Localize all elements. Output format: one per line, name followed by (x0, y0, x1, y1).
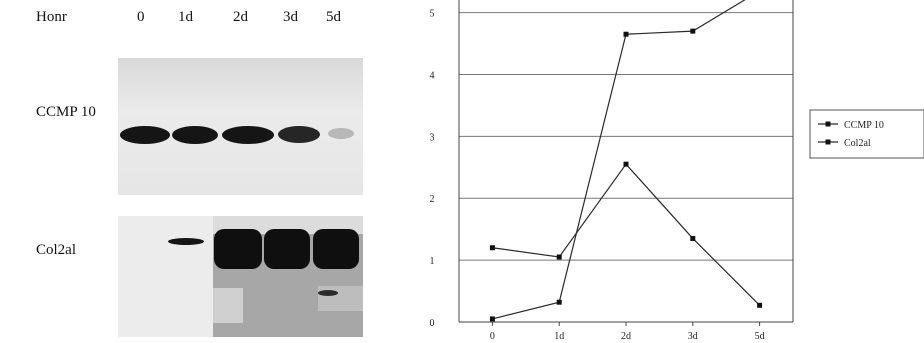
chart-series (489, 0, 763, 322)
chart-axes: 0 1 2 3 4 5 0 1d 2d 3d 5d (430, 0, 794, 342)
data-point (556, 299, 562, 305)
blot-lane-label-0: 0 (137, 9, 145, 25)
data-point (690, 28, 696, 34)
blot-band (313, 229, 359, 269)
y-tick-label: 5 (430, 9, 435, 20)
blot-header-label: Honr (36, 9, 67, 25)
blot-band (120, 126, 170, 144)
legend-marker (825, 139, 831, 145)
blot-band (328, 128, 354, 139)
blot-band (222, 126, 274, 144)
legend-label: CCMP 10 (844, 120, 884, 131)
blot-band (172, 126, 218, 144)
blot-band (214, 229, 262, 269)
chart-grid (459, 12, 793, 261)
blot-band (318, 290, 338, 296)
data-point (489, 316, 495, 322)
blot-band (264, 229, 310, 269)
blot-lane-label-2d: 2d (233, 9, 248, 25)
series-line (492, 163, 761, 306)
x-tick-label: 0 (490, 331, 495, 342)
blot-band (278, 126, 320, 143)
y-tick-label: 2 (430, 194, 435, 205)
blot-band (168, 238, 204, 245)
data-point (556, 254, 562, 260)
x-tick-label: 2d (621, 331, 631, 342)
y-tick-label: 3 (430, 132, 435, 143)
series-line (492, 0, 746, 320)
blot-lane-label-3d: 3d (283, 9, 298, 25)
data-point (690, 235, 696, 241)
y-tick-label: 4 (430, 70, 435, 81)
data-point (489, 245, 495, 251)
blot-row-label-col2al: Col2al (36, 242, 76, 258)
x-tick-label: 1d (554, 331, 564, 342)
legend-marker (825, 121, 831, 127)
x-tick-label: 5d (755, 331, 765, 342)
data-point (623, 31, 629, 37)
y-tick-label: 0 (430, 318, 435, 329)
blot-lane-label-1d: 1d (178, 9, 193, 25)
blot-strip-col2al (118, 216, 363, 337)
chart-legend: CCMP 10 Col2al (809, 109, 924, 159)
blot-lane-label-5d: 5d (326, 9, 341, 25)
legend-label: Col2al (844, 138, 871, 149)
x-tick-label: 3d (688, 331, 698, 342)
legend-box (809, 109, 924, 159)
blot-row-label-ccmp10: CCMP 10 (36, 104, 96, 120)
y-tick-label: 1 (430, 256, 435, 267)
blot-strip-ccmp10 (118, 58, 363, 195)
data-point (623, 161, 629, 167)
data-point (757, 302, 763, 308)
